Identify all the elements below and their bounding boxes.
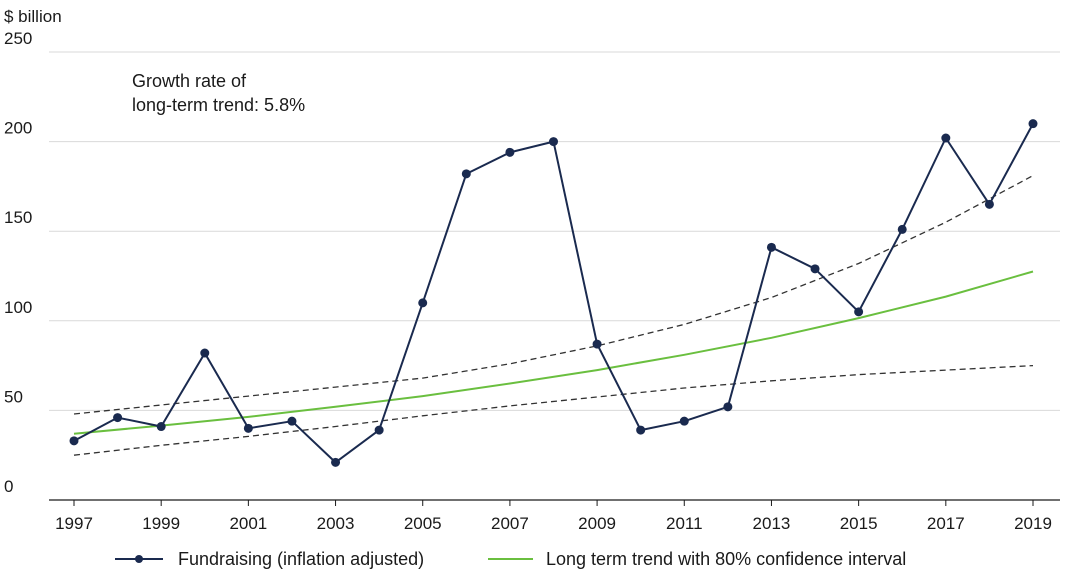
x-tick-label: 1997 bbox=[55, 514, 93, 533]
legend-fundraising-label: Fundraising (inflation adjusted) bbox=[178, 549, 424, 569]
fundraising-point bbox=[1028, 119, 1038, 129]
x-tick-label: 2013 bbox=[753, 514, 791, 533]
x-tick-label: 2019 bbox=[1014, 514, 1052, 533]
fundraising-point bbox=[331, 457, 341, 467]
y-tick-label: 150 bbox=[4, 208, 32, 227]
legend: Fundraising (inflation adjusted) Long te… bbox=[115, 549, 906, 569]
growth-annotation-line-1: Growth rate of bbox=[132, 71, 247, 91]
fundraising-point bbox=[810, 264, 820, 274]
fundraising-point bbox=[723, 402, 733, 412]
y-tick-label: 50 bbox=[4, 387, 23, 406]
upper-bound-line bbox=[73, 175, 1034, 415]
x-axis: 1997 1999 2001 2003 2005 2007 2009 2011 2013 2015… bbox=[49, 499, 1060, 533]
fundraising-point bbox=[113, 413, 123, 423]
fundraising-point bbox=[636, 425, 646, 435]
fundraising-series-line bbox=[73, 123, 1034, 464]
fundraising-point bbox=[156, 422, 166, 432]
fundraising-point bbox=[243, 423, 253, 433]
fundraising-point bbox=[854, 307, 864, 317]
gridlines bbox=[49, 51, 1060, 501]
fundraising-point bbox=[941, 133, 951, 143]
fundraising-point bbox=[897, 224, 907, 234]
x-tick-label: 2001 bbox=[229, 514, 267, 533]
y-tick-label: 0 bbox=[4, 477, 13, 496]
fundraising-point bbox=[287, 416, 297, 426]
x-tick-label: 2007 bbox=[491, 514, 529, 533]
fundraising-point bbox=[984, 199, 994, 209]
fundraising-line bbox=[69, 119, 1038, 467]
x-tick-label: 1999 bbox=[142, 514, 180, 533]
fundraising-point bbox=[69, 436, 79, 446]
y-tick-label: 100 bbox=[4, 298, 32, 317]
fundraising-point bbox=[505, 147, 515, 157]
fundraising-point bbox=[461, 169, 471, 179]
fundraising-point bbox=[679, 416, 689, 426]
fundraising-point bbox=[766, 242, 776, 252]
y-axis-label: $ billion bbox=[4, 7, 62, 26]
fundraising-point bbox=[592, 339, 602, 349]
x-tick-label: 2005 bbox=[404, 514, 442, 533]
x-tick-label: 2011 bbox=[666, 514, 703, 533]
fundraising-point bbox=[549, 137, 558, 147]
trend-series-line bbox=[73, 270, 1034, 435]
fundraising-point bbox=[374, 425, 384, 435]
x-tick-label: 2009 bbox=[578, 514, 616, 533]
trend-line bbox=[73, 270, 1034, 435]
x-tick-label: 2017 bbox=[927, 514, 965, 533]
y-tick-label: 250 bbox=[4, 29, 32, 48]
legend-item-trend: Long term trend with 80% confidence inte… bbox=[488, 549, 906, 569]
growth-annotation-line-2: long-term trend: 5.8% bbox=[132, 95, 305, 115]
x-tick-label: 2015 bbox=[840, 514, 878, 533]
x-tick-label: 2003 bbox=[317, 514, 355, 533]
legend-trend-label: Long term trend with 80% confidence inte… bbox=[546, 549, 906, 569]
fundraising-point bbox=[418, 298, 428, 308]
y-tick-label: 200 bbox=[4, 119, 32, 138]
fundraising-point bbox=[200, 348, 210, 358]
lower-bound-line bbox=[73, 364, 1034, 456]
legend-item-fundraising: Fundraising (inflation adjusted) bbox=[115, 549, 424, 569]
y-axis: 0 50 100 150 200 250 bbox=[4, 29, 32, 496]
confidence-interval bbox=[73, 175, 1034, 456]
legend-fundraising-marker bbox=[135, 555, 143, 563]
